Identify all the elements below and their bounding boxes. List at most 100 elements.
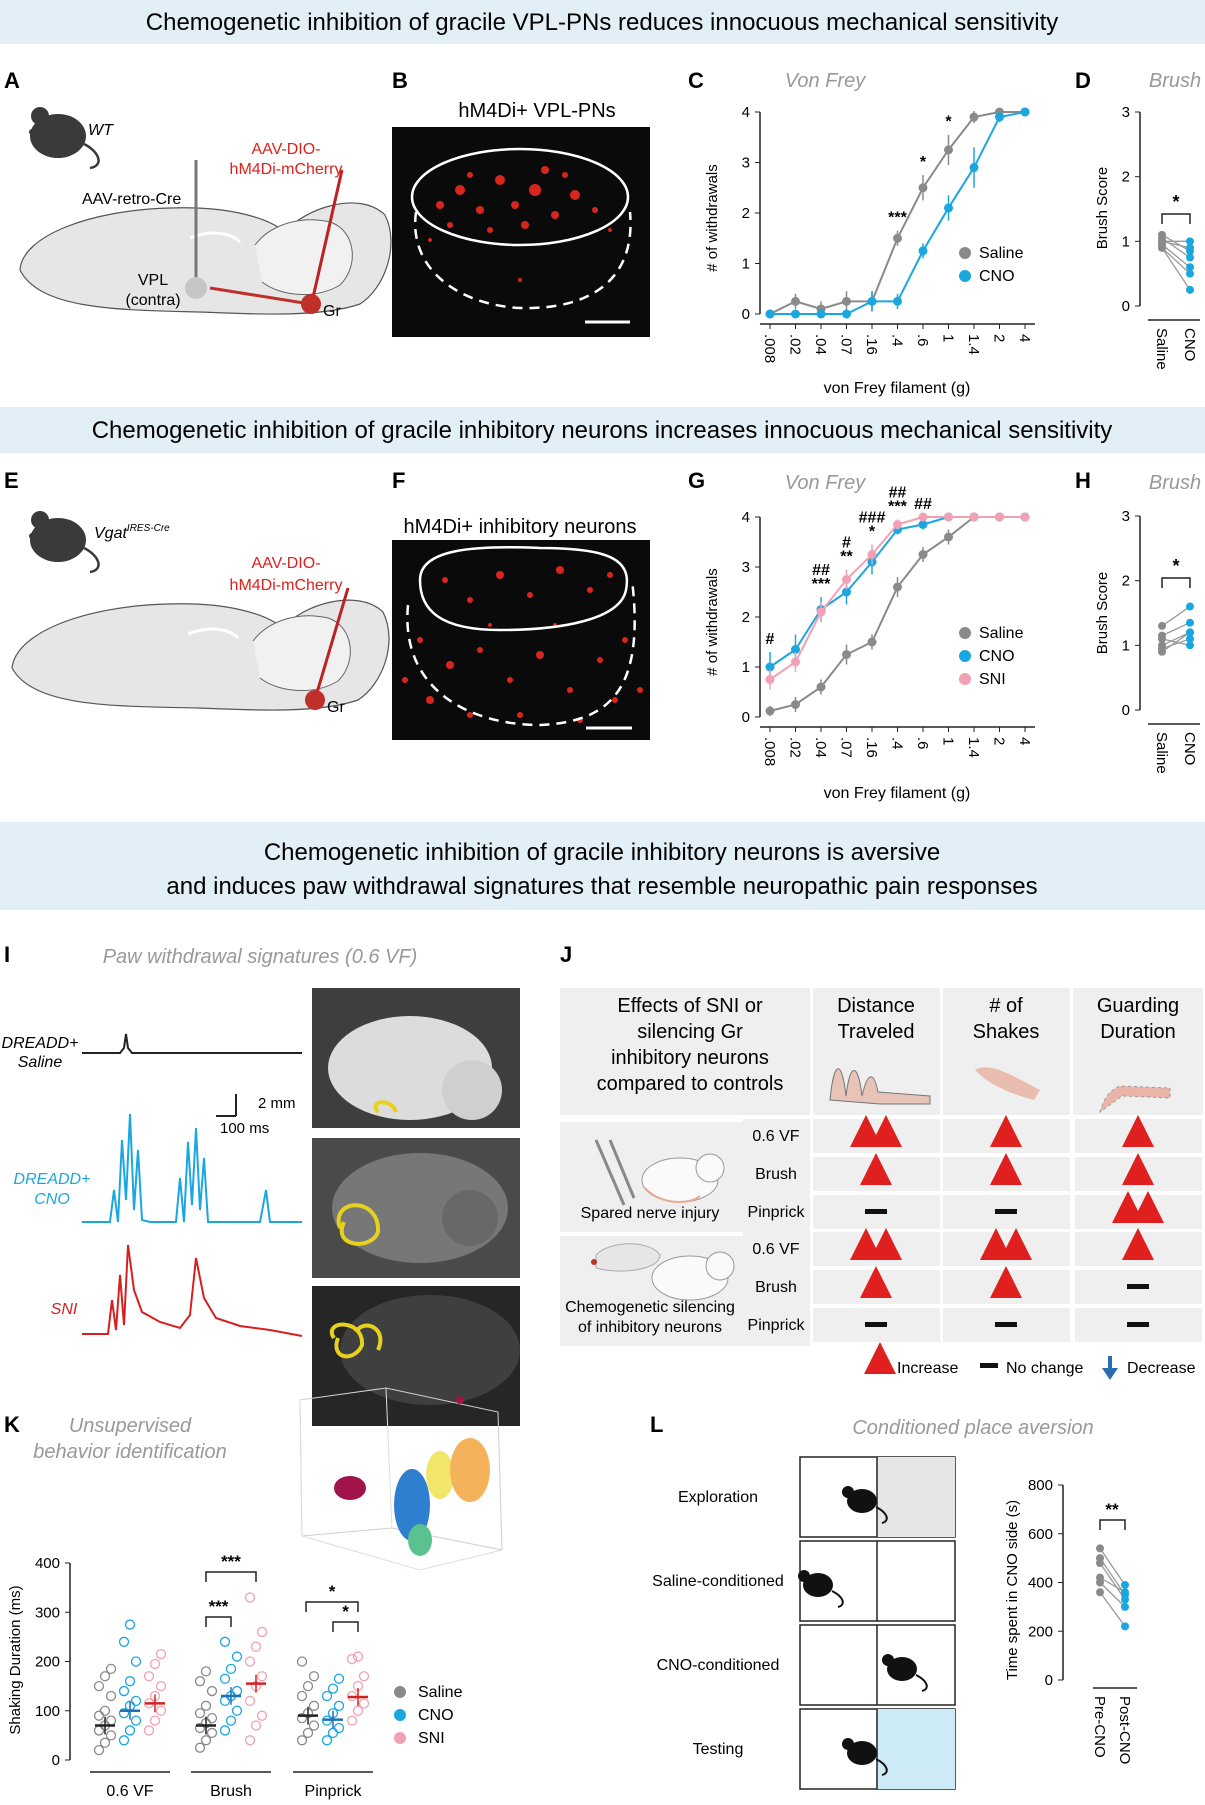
panel-letter-c: C: [688, 68, 704, 93]
section-banner-mid: [0, 407, 1205, 453]
data-point: [219, 1695, 231, 1707]
significance-marker: *: [342, 1602, 349, 1621]
data-point-cno: [1186, 253, 1194, 262]
data-point: [352, 1651, 364, 1662]
x-tick-label: Pre-CNO: [1091, 1696, 1108, 1758]
y-tick-label: 4: [742, 509, 750, 526]
data-point-post: [1121, 1602, 1129, 1611]
pair-line: [1161, 631, 1191, 653]
panel-a: A WT AAV-retro-Cre AAV-DIO- hM4Di-mCherr…: [4, 68, 392, 320]
y-axis-label-h: Brush Score: [1094, 572, 1111, 655]
scale-bar-x-label: 100 ms: [220, 1120, 269, 1137]
y-axis-label-d: Brush Score: [1094, 167, 1111, 250]
legend-label: No change: [1006, 1360, 1083, 1377]
data-point: [244, 1735, 256, 1746]
table-head-line1: Effects of SNI or: [617, 995, 763, 1017]
section-title-bottom-line1: Chemogenetic inhibition of gracile inhib…: [264, 839, 940, 866]
pair-line: [1099, 1577, 1126, 1593]
mouse-icon-tail: [875, 1506, 888, 1524]
data-point-cno: [969, 163, 979, 173]
data-point: [244, 1592, 256, 1603]
y-tick-label: 2: [742, 609, 750, 626]
cpa-cno-side: [877, 1709, 955, 1789]
data-point-sni: [995, 512, 1004, 522]
effect-cell: [943, 1232, 1070, 1266]
x-tick-label: .6: [914, 737, 931, 750]
data-point: [308, 1671, 320, 1682]
x-group-label: Brush: [210, 1783, 252, 1800]
trace-label-cno-2: CNO: [34, 1191, 70, 1208]
label-vpl-2: (contra): [125, 292, 180, 309]
y-tick-label: 3: [1122, 508, 1130, 525]
scale-bar: [216, 1094, 237, 1117]
y-tick-label: 1: [742, 256, 750, 273]
stim-label: 0.6 VF: [752, 1128, 799, 1145]
stim-label: Brush: [755, 1279, 797, 1296]
panel-letter-g: G: [688, 468, 705, 493]
x-axis-label-c: von Frey filament (g): [824, 380, 971, 397]
data-point-saline: [842, 650, 851, 659]
data-point-cno: [1186, 237, 1194, 246]
data-point-saline: [918, 183, 928, 193]
data-point: [346, 1715, 358, 1726]
significance-marker: #: [766, 631, 775, 648]
panel-letter-j: J: [560, 942, 572, 967]
pair-line: [1099, 1557, 1126, 1596]
data-point-saline: [1158, 243, 1166, 252]
stim-cell: [743, 1232, 810, 1266]
x-tick-label: 2: [991, 334, 1008, 342]
label-gr: Gr: [323, 303, 341, 320]
significance-marker: *: [920, 154, 927, 171]
significance-bracket: [1161, 577, 1191, 588]
y-tick-label: 600: [1028, 1526, 1053, 1543]
data-point-saline: [1158, 634, 1166, 643]
panel-letter-e: E: [4, 468, 19, 493]
video-frame-sni: [312, 1286, 520, 1426]
label-retro: AAV-retro-Cre: [82, 191, 181, 208]
panel-letter-i: I: [4, 942, 10, 967]
data-point-sni: [918, 512, 928, 522]
video-frame-saline: [312, 988, 520, 1128]
pair-line: [1099, 1548, 1126, 1586]
y-tick-label: 0: [52, 1752, 60, 1769]
data-point-saline: [893, 233, 902, 243]
y-tick-label: 2: [1122, 169, 1130, 186]
significance-marker: ###: [859, 510, 886, 527]
data-point: [155, 1705, 167, 1716]
no-change-icon: [1127, 1322, 1149, 1327]
significance-marker: #: [842, 535, 851, 552]
mouse-icon-tail: [831, 1590, 844, 1608]
stim-cell: [743, 1270, 810, 1304]
table-head-line2: silencing Gr: [637, 1021, 743, 1043]
x-group-label: Pinprick: [305, 1783, 363, 1800]
data-point: [200, 1666, 212, 1677]
data-point: [206, 1727, 218, 1739]
data-point-cno: [765, 309, 775, 319]
data-point-saline: [791, 700, 800, 709]
data-point: [93, 1710, 105, 1721]
x-tick-label: 4: [1016, 334, 1033, 342]
data-point: [130, 1695, 142, 1707]
significance-marker: ##: [812, 562, 830, 579]
legend-swatch: [394, 1709, 406, 1721]
data-point: [124, 1725, 136, 1736]
x-tick-label: .02: [787, 737, 804, 758]
legend-label: SNI: [979, 671, 1006, 688]
gr-injection-site: [301, 294, 321, 314]
x-tick-label: .16: [863, 737, 880, 758]
data-point: [333, 1700, 345, 1711]
data-point-saline: [918, 550, 928, 559]
data-point: [194, 1708, 206, 1719]
data-point: [118, 1708, 130, 1719]
vpl-injection-site: [185, 277, 207, 299]
stim-label: Pinprick: [748, 1317, 806, 1334]
significance-marker: *: [329, 1582, 336, 1601]
significance-marker: *: [945, 114, 952, 131]
mouse-icon-tail: [915, 1674, 928, 1692]
pair-line: [1161, 638, 1191, 650]
data-point-pre: [1096, 1554, 1104, 1563]
panel-letter-d: D: [1075, 68, 1091, 93]
legend-swatch: [959, 650, 971, 662]
label-dio-1: AAV-DIO-: [251, 141, 320, 158]
effect-cell: [813, 1119, 940, 1153]
